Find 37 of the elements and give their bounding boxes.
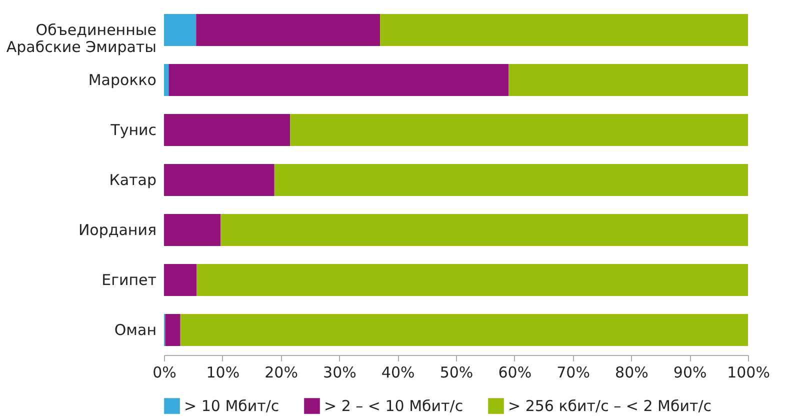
legend-label: > 256 кбит/с – < 2 Мбит/с [508, 397, 712, 415]
y-tick-label: Объединенные Арабские Эмираты [6, 21, 156, 56]
bar [180, 314, 748, 346]
bar [290, 114, 748, 146]
bar [164, 164, 274, 196]
x-tick-label: 30% [323, 364, 356, 382]
bar [196, 264, 748, 296]
x-tick-label: 0% [152, 364, 176, 382]
bar [164, 64, 169, 96]
legend-label: > 10 Мбит/с [184, 397, 280, 415]
x-tick-label: 20% [264, 364, 298, 382]
x-tick-label: 40% [381, 364, 415, 382]
bar [274, 164, 748, 196]
y-tick-label: Египет [102, 271, 157, 289]
bar [168, 64, 509, 96]
x-tick-label: 100% [727, 364, 770, 382]
y-tick-label: Тунис [110, 121, 156, 139]
bar [220, 214, 748, 246]
bar [164, 264, 197, 296]
y-tick-label: Иордания [78, 221, 156, 239]
bar [164, 114, 290, 146]
x-tick-label: 60% [498, 364, 532, 382]
bar [164, 14, 196, 46]
y-tick-label: Марокко [88, 71, 156, 89]
x-tick-label: 90% [673, 364, 707, 382]
bar [165, 314, 180, 346]
x-tick-label: 80% [615, 364, 648, 382]
bar [196, 14, 380, 46]
x-tick-label: 10% [206, 364, 240, 382]
x-tick-label: 70% [556, 364, 590, 382]
bar [164, 214, 221, 246]
legend-label: > 2 – < 10 Мбит/с [324, 397, 464, 415]
bar [380, 14, 748, 46]
y-tick-label: Оман [114, 321, 156, 339]
bar [508, 64, 748, 96]
y-tick-label: Катар [109, 171, 156, 189]
x-tick-label: 50% [440, 364, 474, 382]
